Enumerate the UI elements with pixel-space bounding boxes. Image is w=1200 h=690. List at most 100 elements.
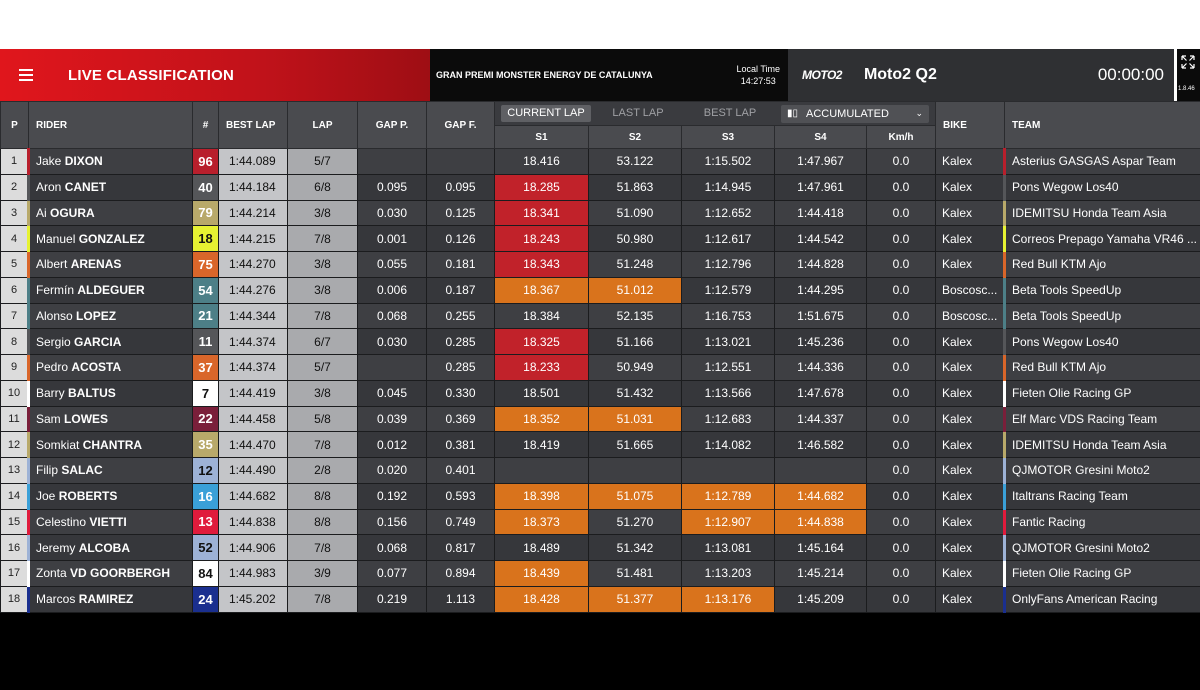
col-gap-f[interactable]: GAP F. [426,101,495,149]
col-kmh[interactable]: Km/h [866,125,936,149]
menu-button[interactable] [0,49,52,101]
rider-cell[interactable]: Ai OGURA [27,199,193,227]
position-cell: 1 [0,148,29,175]
position-cell: 6 [0,276,29,304]
rider-cell[interactable]: Barry BALTUS [27,379,193,407]
rider-first-name: Sam [36,411,61,426]
rider-cell[interactable]: Joe ROBERTS [27,482,193,510]
speed-cell: 0.0 [866,431,936,458]
rider-cell[interactable]: Sergio GARCIA [27,328,193,355]
col-number[interactable]: # [192,101,219,149]
sector-2-cell: 50.949 [588,354,682,381]
sector-3-cell: 1:12.683 [681,405,775,433]
sector-3-cell: 1:12.579 [681,276,775,304]
bike-cell: Kalex [935,457,1005,484]
top-blank-area [0,0,1200,49]
col-gap-p[interactable]: GAP P. [357,101,427,149]
position-cell: 14 [0,482,29,510]
lap-cell: 2/8 [287,457,358,484]
rider-cell[interactable]: Manuel GONZALEZ [27,225,193,252]
rider-cell[interactable]: Sam LOWES [27,405,193,433]
gap-f-cell: 0.125 [426,199,495,227]
rider-first-name: Jeremy [36,540,76,555]
col-s2[interactable]: S2 [588,125,682,149]
accumulated-dropdown[interactable]: ▮▯ ACCUMULATED ⌄ [781,104,929,123]
col-lap[interactable]: LAP [287,101,358,149]
sector-3-cell: 1:12.551 [681,354,775,381]
table-row[interactable]: 11 Sam LOWES 22 1:44.458 5/8 0.039 0.369 18.352… [0,405,1200,433]
table-row[interactable]: 9 Pedro ACOSTA 37 1:44.374 5/7 0.285 18.233 50.… [0,354,1200,381]
col-s3[interactable]: S3 [681,125,775,149]
table-row[interactable]: 16 Jeremy ALCOBA 52 1:44.906 7/8 0.068 0.817 18… [0,534,1200,561]
col-team[interactable]: TEAM [1004,101,1200,149]
rider-cell[interactable]: Zonta VD GOORBERGH [27,560,193,587]
table-row[interactable]: 8 Sergio GARCIA 11 1:44.374 6/7 0.030 0.285 18.… [0,328,1200,355]
tab-best-lap[interactable]: BEST LAP [703,107,757,119]
team-cell: Correos Prepago Yamaha VR46 ... [1003,225,1200,252]
tab-last-lap[interactable]: LAST LAP [612,107,664,119]
col-best-lap[interactable]: BEST LAP [218,101,288,149]
table-row[interactable]: 14 Joe ROBERTS 16 1:44.682 8/8 0.192 0.593 18.3… [0,482,1200,510]
table-row[interactable]: 3 Ai OGURA 79 1:44.214 3/8 0.030 0.125 18.341 51… [0,199,1200,227]
position-cell: 15 [0,508,29,536]
rider-cell[interactable]: Albert ARENAS [27,251,193,278]
rider-cell[interactable]: Marcos RAMIREZ [27,585,193,613]
position-cell: 18 [0,585,29,613]
bar-chart-icon: ▮▯ [787,108,799,119]
position-cell: 7 [0,302,29,330]
sector-2-cell: 51.665 [588,431,682,458]
table-row[interactable]: 17 Zonta VD GOORBERGH 84 1:44.983 3/9 0.077 0.… [0,560,1200,587]
team-cell: IDEMITSU Honda Team Asia [1003,431,1200,458]
sector-1-cell: 18.325 [494,328,589,355]
position-cell: 8 [0,328,29,355]
rider-cell[interactable]: Aron CANET [27,173,193,201]
rider-cell[interactable]: Jake DIXON [27,148,193,175]
table-row[interactable]: 2 Aron CANET 40 1:44.184 6/8 0.095 0.095 18.285… [0,173,1200,201]
sector-4-cell: 1:51.675 [774,302,867,330]
expand-icon[interactable] [1181,55,1195,69]
rider-number-badge: 22 [192,405,219,433]
rider-cell[interactable]: Alonso LOPEZ [27,302,193,330]
col-rider[interactable]: RIDER [28,101,193,149]
bike-cell: Boscosc... [935,276,1005,304]
lap-cell: 5/7 [287,354,358,381]
lap-cell: 3/8 [287,199,358,227]
table-row[interactable]: 4 Manuel GONZALEZ 18 1:44.215 7/8 0.001 0.126 1… [0,225,1200,252]
col-s4[interactable]: S4 [774,125,867,149]
best-lap-cell: 1:45.202 [218,585,288,613]
bike-cell: Kalex [935,585,1005,613]
rider-cell[interactable]: Pedro ACOSTA [27,354,193,381]
rider-cell[interactable]: Somkiat CHANTRA [27,431,193,458]
rider-cell[interactable]: Filip SALAC [27,457,193,484]
table-row[interactable]: 1 Jake DIXON 96 1:44.089 5/7 18.416 53.122 1:15… [0,148,1200,175]
col-p[interactable]: P [0,101,29,149]
speed-cell: 0.0 [866,199,936,227]
table-row[interactable]: 10 Barry BALTUS 7 1:44.419 3/8 0.045 0.330 18.5… [0,379,1200,407]
rider-last-name: GARCIA [74,334,122,349]
sector-4-cell: 1:44.418 [774,199,867,227]
table-row[interactable]: 18 Marcos RAMIREZ 24 1:45.202 7/8 0.219 1.113 1… [0,585,1200,613]
team-cell: QJMOTOR Gresini Moto2 [1003,534,1200,561]
speed-cell: 0.0 [866,534,936,561]
team-cell: Elf Marc VDS Racing Team [1003,405,1200,433]
position-cell: 12 [0,431,29,458]
team-cell: Red Bull KTM Ajo [1003,354,1200,381]
table-row[interactable]: 7 Alonso LOPEZ 21 1:44.344 7/8 0.068 0.255 18.3… [0,302,1200,330]
table-row[interactable]: 12 Somkiat CHANTRA 35 1:44.470 7/8 0.012 0.381… [0,431,1200,458]
table-row[interactable]: 5 Albert ARENAS 75 1:44.270 3/8 0.055 0.181 18.… [0,251,1200,278]
col-s1[interactable]: S1 [494,125,589,149]
tab-current-lap[interactable]: CURRENT LAP [501,105,591,122]
rider-cell[interactable]: Fermín ALDEGUER [27,276,193,304]
rider-cell[interactable]: Jeremy ALCOBA [27,534,193,561]
col-bike[interactable]: BIKE [935,101,1005,149]
lap-cell: 3/8 [287,276,358,304]
sector-2-cell: 51.377 [588,585,682,613]
speed-cell: 0.0 [866,508,936,536]
table-row[interactable]: 6 Fermín ALDEGUER 54 1:44.276 3/8 0.006 0.187 1… [0,276,1200,304]
rider-number-badge: 54 [192,276,219,304]
gap-f-cell: 0.749 [426,508,495,536]
gap-f-cell: 0.369 [426,405,495,433]
table-row[interactable]: 15 Celestino VIETTI 13 1:44.838 8/8 0.156 0.74… [0,508,1200,536]
table-row[interactable]: 13 Filip SALAC 12 1:44.490 2/8 0.020 0.401 0.0 K… [0,457,1200,484]
rider-cell[interactable]: Celestino VIETTI [27,508,193,536]
